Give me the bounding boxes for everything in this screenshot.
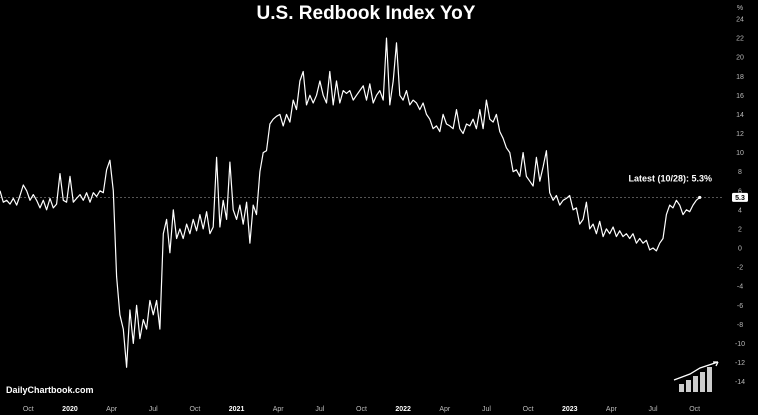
x-tick-label: 2020 <box>62 406 78 413</box>
x-tick-label: Oct <box>356 406 367 413</box>
y-axis-unit: % <box>737 5 743 12</box>
latest-badge: 5.3 <box>732 192 748 202</box>
x-tick-label: Apr <box>273 406 285 413</box>
y-tick-label: 0 <box>738 246 742 253</box>
series-line-redbook <box>0 37 701 368</box>
y-tick-label: -10 <box>735 341 745 348</box>
y-tick-label: 10 <box>736 150 744 157</box>
y-tick-label: -14 <box>735 379 745 386</box>
x-tick-label: Oct <box>689 406 700 413</box>
y-tick-label: 12 <box>736 131 744 138</box>
y-tick-label: 14 <box>736 112 744 119</box>
y-tick-label: -12 <box>735 360 745 367</box>
y-tick-label: 6 <box>738 188 742 195</box>
y-tick-label: -8 <box>737 322 743 329</box>
latest-point <box>698 195 702 200</box>
chart-title: U.S. Redbook Index YoY <box>257 3 476 24</box>
x-axis: Oct 2020 Apr Jul Oct 2021 Apr Jul Oct 2022 Apr Jul O… <box>23 406 700 413</box>
y-tick-label: 16 <box>736 93 744 100</box>
latest-badge-label: 5.3 <box>735 195 745 202</box>
latest-annotation: Latest (10/28): 5.3% <box>628 173 712 183</box>
y-tick-label: 20 <box>736 55 744 62</box>
y-tick-label: 2 <box>738 226 742 233</box>
y-tick-label: 24 <box>736 17 744 24</box>
latest-badge-box <box>732 192 748 202</box>
x-tick-label: Apr <box>439 406 451 413</box>
x-tick-label: Apr <box>106 406 118 413</box>
x-tick-label: 2023 <box>562 406 578 413</box>
y-tick-label: 18 <box>736 74 744 81</box>
x-tick-label: Jul <box>482 406 491 413</box>
y-tick-label: 8 <box>738 169 742 176</box>
brand-logo-icon <box>673 361 719 392</box>
y-tick-label: -6 <box>737 303 743 310</box>
brand-watermark: DailyChartbook.com <box>6 385 94 395</box>
y-tick-label: 22 <box>736 36 744 43</box>
x-tick-label: Apr <box>606 406 618 413</box>
x-tick-label: Jul <box>315 406 324 413</box>
y-tick-label: -2 <box>737 265 743 272</box>
x-tick-label: 2021 <box>229 406 245 413</box>
x-tick-label: Jul <box>649 406 658 413</box>
y-tick-label: -4 <box>737 284 743 291</box>
y-tick-label: 4 <box>738 207 742 214</box>
x-tick-label: Oct <box>523 406 534 413</box>
x-tick-label: 2022 <box>395 406 411 413</box>
x-tick-label: Oct <box>23 406 34 413</box>
x-tick-label: Oct <box>189 406 200 413</box>
x-tick-label: Jul <box>149 406 158 413</box>
